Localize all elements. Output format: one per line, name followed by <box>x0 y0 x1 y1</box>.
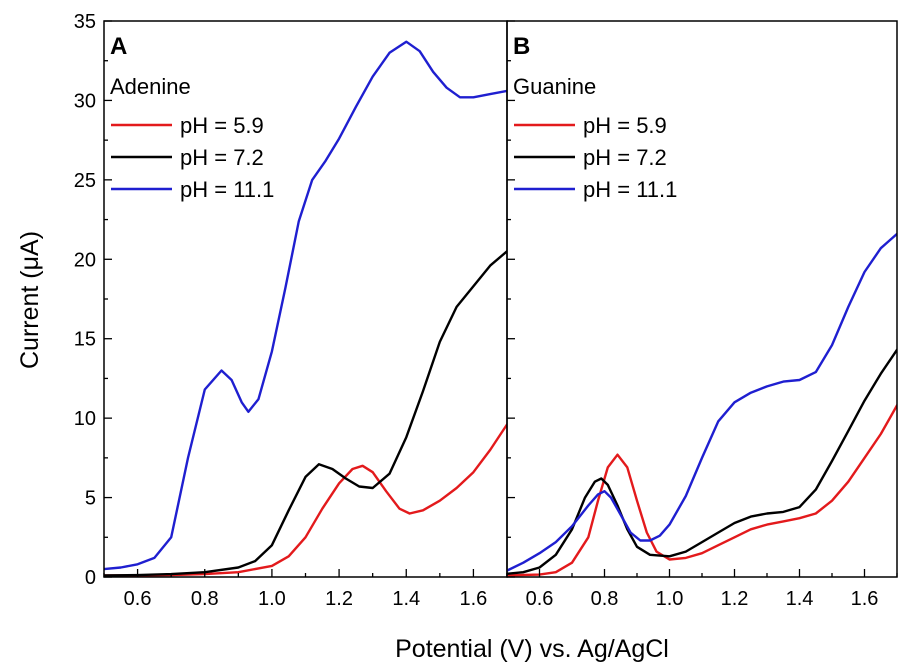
legend: pH = 5.9 pH = 7.2 pH = 11.1 <box>111 113 274 202</box>
panel-a: 0.6 0.8 1.0 1.2 1.4 1.6 0 5 10 15 20 25 30 35 A Adenine… <box>74 11 508 610</box>
panel-label: A <box>110 33 127 60</box>
y-tick-label: 20 <box>74 249 96 271</box>
x-tick-label: 1.6 <box>460 588 488 610</box>
series-line-ph-5-9 <box>104 423 507 577</box>
y-tick-label: 30 <box>74 90 96 112</box>
series-line-ph-11-1 <box>507 232 897 572</box>
x-axis-title: Potential (V) vs. Ag/AgCl <box>395 635 669 663</box>
x-tick-label: 1.4 <box>786 588 814 610</box>
x-tick-label: 0.6 <box>526 588 554 610</box>
x-tick-label: 0.8 <box>191 588 219 610</box>
plot-frame <box>103 20 508 578</box>
legend-label: pH = 5.9 <box>180 113 264 138</box>
legend-label: pH = 5.9 <box>583 113 667 138</box>
legend-label: pH = 11.1 <box>180 177 274 202</box>
y-tick-label: 10 <box>74 408 96 430</box>
x-tick-label: 1.0 <box>656 588 684 610</box>
x-tick-label: 1.2 <box>721 588 749 610</box>
y-tick-label: 0 <box>85 567 96 589</box>
legend-label: pH = 7.2 <box>180 145 264 170</box>
legend-label: pH = 11.1 <box>583 177 677 202</box>
y-tick-label: 15 <box>74 329 96 351</box>
panel-label: B <box>513 33 530 60</box>
panels-layer: 0.6 0.8 1.0 1.2 1.4 1.6 0 5 10 15 20 25 30 35 A Adenine… <box>74 11 898 610</box>
legend: pH = 5.9 pH = 7.2 pH = 11.1 <box>514 113 677 202</box>
series-line-ph-7-2 <box>507 348 897 575</box>
y-axis-title: Current (μA) <box>16 231 44 369</box>
x-tick-label: 1.6 <box>851 588 879 610</box>
x-tick-label: 1.4 <box>392 588 420 610</box>
y-tick-label: 35 <box>74 11 96 33</box>
legend-label: pH = 7.2 <box>583 145 667 170</box>
x-tick-label: 0.8 <box>591 588 619 610</box>
x-tick-label: 1.0 <box>258 588 286 610</box>
series-lines <box>104 40 507 577</box>
y-tick-label: 25 <box>74 170 96 192</box>
series-line-ph-11-1 <box>104 40 507 571</box>
x-tick-label: 0.6 <box>124 588 152 610</box>
series-line-ph-5-9 <box>507 404 897 577</box>
legend-title: Adenine <box>110 74 191 99</box>
legend-title: Guanine <box>513 74 596 99</box>
x-tick-label: 1.2 <box>325 588 353 610</box>
panel-b: 0.6 0.8 1.0 1.2 1.4 1.6 B Guanine pH = 5.9 pH = 7… <box>506 20 898 610</box>
series-line-ph-7-2 <box>104 250 507 577</box>
series-lines <box>507 232 897 577</box>
y-tick-label: 5 <box>85 488 96 510</box>
